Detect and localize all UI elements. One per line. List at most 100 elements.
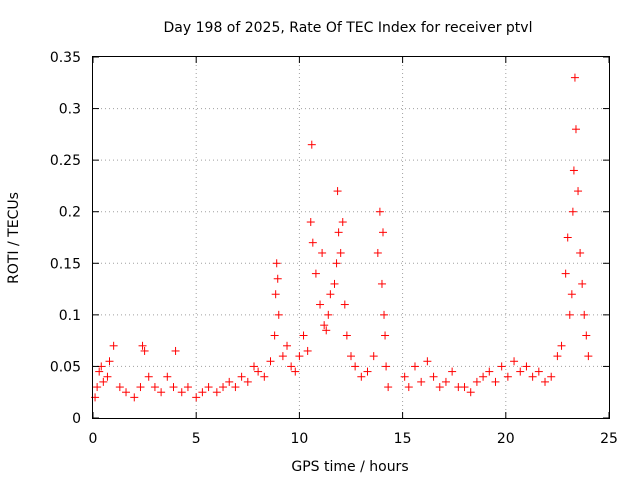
data-point (580, 310, 589, 319)
x-tick-label: 5 (192, 431, 201, 447)
data-point (336, 248, 345, 257)
data-point (130, 393, 139, 402)
data-point (103, 372, 112, 381)
data-point (219, 383, 228, 392)
data-point (516, 367, 525, 376)
data-point (429, 372, 438, 381)
data-point (330, 279, 339, 288)
data-point (320, 321, 329, 330)
data-point (578, 279, 587, 288)
data-point (557, 341, 566, 350)
data-point (380, 310, 389, 319)
data-point (553, 352, 562, 361)
data-point (565, 310, 574, 319)
x-tick-labels: 0 5 10 15 20 25 (89, 431, 618, 447)
data-point (576, 248, 585, 257)
data-point (274, 310, 283, 319)
data-point (423, 357, 432, 366)
data-point (283, 341, 292, 350)
data-point (338, 218, 347, 227)
data-point (157, 388, 166, 397)
data-points (91, 73, 593, 402)
data-point (382, 362, 391, 371)
data-point (212, 388, 221, 397)
y-tick-label: 0.1 (59, 308, 81, 324)
data-point (497, 362, 506, 371)
data-point (510, 357, 519, 366)
data-point (528, 372, 537, 381)
y-axis-label: ROTI / TECUs (6, 192, 22, 284)
data-point (347, 352, 355, 361)
data-point (378, 228, 387, 237)
data-point (144, 372, 153, 381)
data-point (303, 346, 312, 355)
data-point (332, 259, 341, 268)
data-point (204, 383, 213, 392)
data-point (569, 166, 578, 175)
data-point (307, 140, 316, 149)
data-point (334, 228, 343, 237)
y-tick-label: 0.2 (59, 205, 81, 221)
grid (93, 57, 609, 418)
data-point (183, 383, 192, 392)
data-point (306, 218, 315, 227)
axis-ticks (92, 56, 610, 419)
data-point (404, 383, 413, 392)
data-point (410, 362, 419, 371)
data-point (254, 367, 263, 376)
data-point (326, 290, 335, 299)
data-point (225, 377, 234, 386)
data-point (93, 383, 102, 392)
data-point (375, 207, 384, 216)
data-point (243, 377, 252, 386)
y-tick-labels: 0 0.05 0.1 0.15 0.2 0.25 0.3 0.35 (50, 50, 81, 427)
data-point (273, 274, 282, 283)
data-point (534, 367, 543, 376)
x-tick-label: 0 (89, 431, 98, 447)
data-point (109, 341, 118, 350)
data-point (122, 388, 131, 397)
data-point (299, 331, 308, 340)
data-point (95, 367, 104, 376)
data-point (570, 73, 579, 82)
y-tick-label: 0.05 (50, 359, 81, 375)
data-point (291, 367, 300, 376)
data-point (271, 290, 280, 299)
data-point (567, 290, 576, 299)
data-point (99, 377, 108, 386)
data-point (381, 331, 390, 340)
data-point (571, 125, 580, 134)
data-point (479, 372, 488, 381)
chart-title: Day 198 of 2025, Rate Of TEC Index for r… (164, 20, 533, 36)
data-point (417, 377, 426, 386)
data-point (435, 383, 444, 392)
data-point (249, 362, 258, 371)
data-point (472, 377, 481, 386)
data-point (308, 238, 317, 247)
data-point (491, 377, 500, 386)
data-point (171, 346, 180, 355)
data-point (322, 326, 331, 335)
data-point (351, 362, 360, 371)
data-point (318, 248, 327, 257)
data-point (373, 248, 382, 257)
data-point (295, 352, 304, 361)
y-tick-label: 0.35 (50, 50, 81, 66)
data-point (400, 372, 409, 381)
data-point (541, 377, 550, 386)
data-point (561, 269, 570, 278)
data-point (260, 372, 269, 381)
data-point (177, 388, 186, 397)
x-tick-label: 25 (600, 431, 618, 447)
data-point (340, 300, 349, 309)
data-point (466, 388, 475, 397)
data-point (563, 233, 572, 242)
y-tick-label: 0.15 (50, 256, 81, 272)
data-point (270, 331, 279, 340)
data-point (448, 367, 457, 376)
data-point (377, 279, 386, 288)
data-point (140, 346, 149, 355)
x-tick-label: 10 (290, 431, 308, 447)
x-tick-label: 20 (497, 431, 515, 447)
